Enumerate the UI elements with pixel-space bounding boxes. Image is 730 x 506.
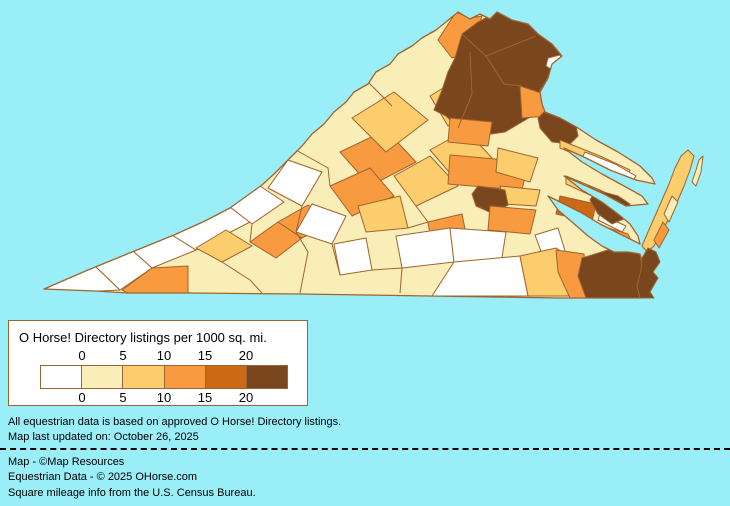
- legend-ticks-bottom: 0 5 10 15 20: [40, 390, 288, 405]
- legend-tick-label: 20: [238, 390, 254, 405]
- eastern-shore-shape: [636, 247, 661, 299]
- legend-tick-label: 15: [197, 348, 213, 363]
- legend-tick-label: 5: [119, 348, 127, 363]
- county-shape: [555, 249, 587, 298]
- county-boundary-line: [399, 267, 403, 294]
- county-boundary-line: [221, 261, 263, 294]
- county-shape: [447, 117, 493, 147]
- county-boundary-line: [367, 81, 393, 107]
- mainland-counties: [44, 12, 655, 298]
- legend-tick-label: 10: [156, 390, 172, 405]
- county-shape: [393, 155, 459, 207]
- last-updated-note: Map last updated on: October 26, 2025: [8, 431, 199, 443]
- county-boundary-line: [331, 243, 341, 276]
- county-boundary-line: [407, 221, 429, 229]
- county-shape: [195, 229, 253, 263]
- county-shape: [295, 203, 347, 245]
- county-shape: [333, 237, 373, 276]
- legend-tick-label: 0: [78, 390, 86, 405]
- county-boundary-line: [295, 149, 331, 187]
- legend-swatch: [246, 366, 288, 388]
- legend-swatch: [123, 366, 165, 388]
- legend-tick-label: 0: [78, 348, 86, 363]
- county-shape: [351, 91, 429, 153]
- map-canvas: [43, 11, 704, 299]
- legend-swatch: [164, 366, 206, 388]
- legend-swatch: [205, 366, 247, 388]
- eastern-shore-shape: [663, 195, 679, 223]
- county-boundary-line: [249, 223, 253, 243]
- legend-swatch: [41, 366, 83, 388]
- legend-title: O Horse! Directory listings per 1000 sq.…: [19, 330, 267, 345]
- county-shape: [577, 249, 643, 298]
- map-legend: O Horse! Directory listings per 1000 sq.…: [8, 320, 308, 406]
- data-source-note: All equestrian data is based on approved…: [8, 416, 342, 428]
- legend-tick-label: 10: [156, 348, 172, 363]
- county-boundary-line: [457, 51, 473, 129]
- legend-ticks-top: 0 5 10 15 20: [40, 348, 288, 363]
- data-copyright: Equestrian Data - © 2025 OHorse.com: [8, 471, 198, 483]
- county-boundary-line: [485, 55, 523, 87]
- county-shape: [267, 159, 323, 207]
- eastern-shore-shape: [653, 221, 670, 249]
- legend-color-ramp: [40, 365, 288, 389]
- county-shape: [487, 205, 537, 235]
- legend-tick-label: 20: [238, 348, 254, 363]
- county-boundary-line: [295, 205, 303, 233]
- eastern-shore-shape: [641, 149, 695, 253]
- county-boundary-line: [415, 205, 429, 223]
- virginia-choropleth-map: [43, 11, 704, 299]
- county-shape: [329, 167, 395, 217]
- county-boundary-line: [371, 267, 403, 271]
- county-boundary-line: [295, 231, 309, 294]
- dashed-separator: [0, 448, 730, 450]
- map-copyright: Map - ©Map Resources: [8, 456, 125, 468]
- eastern-shore-shape: [691, 155, 704, 187]
- legend-tick-label: 5: [119, 390, 127, 405]
- legend-swatch: [82, 366, 124, 388]
- census-credit: Square mileage info from the U.S. Census…: [8, 487, 256, 499]
- county-shape: [495, 147, 539, 183]
- state-outline: [43, 11, 656, 299]
- legend-tick-label: 15: [197, 390, 213, 405]
